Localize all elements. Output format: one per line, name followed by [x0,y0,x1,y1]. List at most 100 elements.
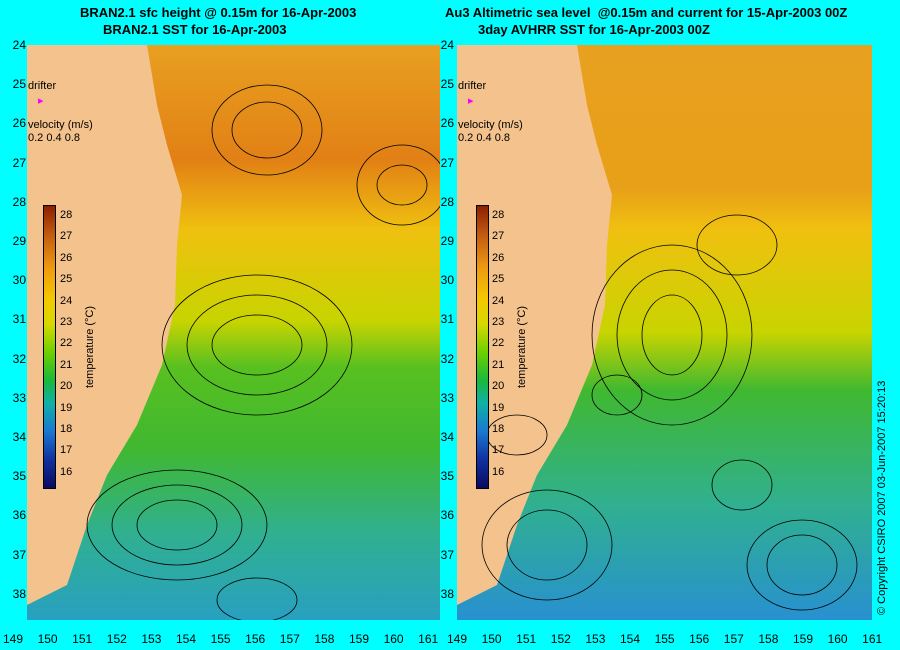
colorbar-tick: 24 [60,294,73,307]
drifter-label-right: drifter [458,80,487,92]
colorbar-tick: 16 [492,465,505,478]
longitude-tick-left: 149 [2,632,24,646]
colorbar-right [476,205,489,489]
colorbar-tick: 18 [60,423,73,435]
latitude-tick: 28 [12,194,26,209]
colorbar-tick: 20 [60,380,73,393]
longitude-tick-left: 154 [175,632,197,646]
latitude-tick: 38 [440,586,454,601]
longitude-tick-left: 155 [210,632,231,646]
colorbar-tick: 24 [492,294,505,307]
latitude-tick: 34 [12,430,26,444]
left-title-line1: BRAN2.1 sfc height @ 0.15m for 16-Apr-20… [80,5,357,20]
longitude-tick-right: 154 [619,632,641,646]
longitude-tick-left: 151 [72,632,93,646]
latitude-tick: 28 [440,194,454,209]
longitude-tick-left: 153 [141,632,162,646]
velocity-label-right: velocity (m/s) [458,119,523,131]
longitude-tick-left: 157 [279,632,300,646]
longitude-tick-right: 153 [585,632,606,646]
colorbar-tick: 28 [60,209,73,221]
latitude-tick: 36 [12,508,26,523]
colorbar-tick: 25 [492,273,505,286]
right-ocean-sst-map [457,45,872,620]
left-title-line2: BRAN2.1 SST for 16-Apr-2003 [103,22,287,37]
latitude-tick: 26 [440,116,454,131]
left-map-panel [27,45,440,620]
longitude-tick-left: 160 [383,632,404,646]
colorbar-label-left: temperature (°C) [84,305,96,388]
latitude-tick: 33 [12,390,26,405]
latitude-tick: 27 [12,155,26,170]
longitude-tick-left: 161 [418,632,439,646]
latitude-tick: 25 [12,77,26,92]
longitude-tick-left: 152 [106,632,127,646]
longitude-tick-right: 152 [550,632,571,646]
latitude-tick: 24 [440,38,454,52]
colorbar-tick: 27 [60,230,73,243]
latitude-tick: 37 [440,547,454,562]
velocity-scale-right: 0.2 0.4 0.8 [458,132,510,144]
colorbar-left [43,205,56,489]
colorbar-label-right: temperature (°C) [516,305,528,388]
latitude-tick: 32 [12,351,26,366]
velocity-scale-left: 0.2 0.4 0.8 [28,132,80,144]
colorbar-tick: 26 [60,251,73,264]
longitude-tick-left: 159 [348,632,370,646]
latitude-tick: 26 [12,116,26,131]
colorbar-tick: 28 [492,209,505,221]
colorbar-tick: 16 [60,465,73,478]
latitude-tick: 34 [440,430,454,444]
drifter-marker-right: ▸ [468,95,474,107]
latitude-tick: 27 [440,155,454,170]
latitude-tick: 37 [12,547,26,562]
right-title-line1: Au3 Altimetric sea level @0.15m and curr… [445,5,848,20]
right-map-panel [457,45,872,620]
longitude-tick-right: 151 [516,632,537,646]
left-ocean-sst-map [27,45,440,620]
longitude-tick-right: 156 [689,632,710,646]
latitude-tick: 30 [440,273,454,288]
colorbar-tick: 23 [60,316,73,328]
colorbar-tick: 19 [492,401,505,414]
latitude-tick: 38 [12,586,26,601]
latitude-tick: 35 [440,469,454,484]
colorbar-tick: 25 [60,273,73,286]
longitude-tick-right: 159 [792,632,814,646]
colorbar-tick: 22 [60,337,73,350]
longitude-tick-right: 158 [758,632,779,646]
latitude-tick: 32 [440,351,454,366]
longitude-tick-left: 158 [314,632,335,646]
colorbar-tick: 19 [60,401,73,414]
latitude-tick: 35 [12,469,26,484]
latitude-tick: 25 [440,77,454,92]
latitude-tick: 31 [440,312,454,327]
colorbar-tick: 23 [492,316,505,328]
longitude-tick-right: 155 [654,632,675,646]
drifter-label-left: drifter [28,80,57,92]
colorbar-tick: 21 [492,358,505,371]
colorbar-tick: 26 [492,251,505,264]
latitude-tick: 33 [440,390,454,405]
latitude-tick: 36 [440,508,454,523]
latitude-tick: 31 [12,312,26,327]
latitude-tick: 29 [12,234,26,248]
latitude-tick: 24 [12,38,26,52]
right-title-line2: 3day AVHRR SST for 16-Apr-2003 00Z [478,22,710,37]
longitude-tick-left: 150 [37,632,58,646]
latitude-tick: 30 [12,273,26,288]
longitude-tick-right: 150 [481,632,502,646]
drifter-marker-left: ▸ [38,95,44,107]
longitude-tick-left: 156 [245,632,266,646]
longitude-tick-right: 157 [723,632,744,646]
colorbar-tick: 21 [60,358,73,371]
longitude-tick-right: 149 [446,632,468,646]
colorbar-tick: 20 [492,380,505,393]
colorbar-tick: 22 [492,337,505,350]
copyright-text: © Copyright CSIRO 2007 03-Jun-2007 15:20… [876,380,888,615]
latitude-tick: 29 [440,234,454,248]
colorbar-tick: 17 [492,444,505,457]
longitude-tick-right: 160 [827,632,848,646]
colorbar-tick: 27 [492,230,505,243]
longitude-tick-right: 161 [862,632,883,646]
